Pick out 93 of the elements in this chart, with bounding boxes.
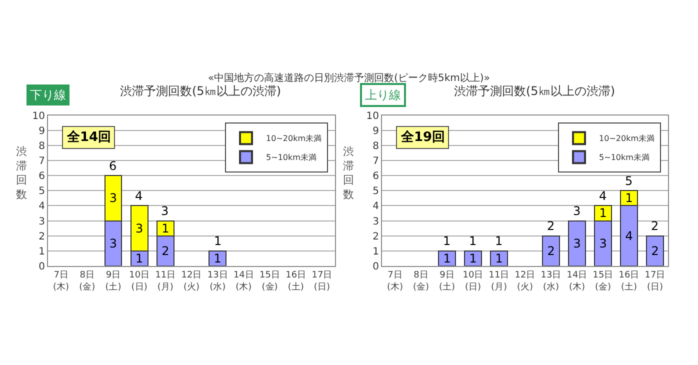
y-tick-label: 3	[38, 216, 45, 228]
y-tick-label: 10	[32, 111, 45, 122]
total-label: 1	[443, 234, 451, 248]
bar	[542, 235, 560, 266]
data-label: 3	[109, 191, 118, 206]
data-label: 3	[136, 221, 144, 236]
x-tick-label: 8日 (金)	[79, 270, 96, 292]
x-tick-label: 16日 (土)	[286, 270, 306, 292]
data-label: 1	[162, 221, 170, 236]
chart-title: 下り線	[30, 88, 66, 102]
bar	[464, 250, 482, 266]
x-tick-label: 12日 (火)	[181, 270, 202, 292]
x-tick-label: 9日 (土)	[105, 270, 122, 292]
y-tick-label: 5	[372, 186, 379, 198]
total-label: 2	[651, 219, 659, 233]
legend-label: 10~20km未満	[599, 134, 655, 144]
y-tick-label: 6	[38, 171, 45, 182]
legend-label: 5~10km未満	[266, 153, 316, 162]
bar	[568, 220, 586, 266]
total-label: 4	[599, 189, 607, 203]
x-tick-label: 10日 (日)	[129, 270, 150, 292]
legend-label: 10~20km未満	[266, 134, 322, 144]
y-tick-label: 8	[372, 141, 379, 152]
y-tick-label: 1	[38, 246, 45, 258]
y-tick-label: 8	[38, 141, 45, 152]
bar	[438, 250, 456, 266]
y-tick-label: 1	[372, 246, 379, 258]
chart-subtitle: 渋滞予測回数(5㎞以上の渋滞)	[454, 84, 615, 98]
data-label: 3	[573, 236, 581, 250]
total-label: 4	[135, 189, 143, 203]
x-tick-label: 15日 (金)	[592, 270, 614, 292]
bar	[490, 250, 508, 266]
y-tick-label: 7	[38, 156, 45, 168]
x-tick-label: 16日 (土)	[618, 270, 640, 292]
x-tick-label: 14日 (木)	[233, 270, 254, 292]
legend-label: 5~10km未満	[599, 153, 650, 162]
annotation: 全19回	[400, 130, 446, 145]
x-tick-label: 10日 (日)	[462, 270, 484, 292]
x-tick-label: 7日 (木)	[53, 270, 70, 292]
y-tick-label: 9	[38, 126, 45, 138]
data-label: 1	[443, 251, 451, 266]
x-tick-label: 15日 (金)	[260, 270, 280, 292]
data-label: 1	[214, 251, 222, 266]
y-tick-label: 2	[372, 231, 379, 242]
bar	[208, 250, 227, 266]
total-label: 1	[495, 234, 503, 248]
x-tick-label: 12日 (火)	[514, 270, 536, 292]
data-label: 1	[136, 251, 144, 266]
x-tick-label: 17日 (日)	[312, 270, 332, 292]
x-tick-label: 13日 (水)	[540, 270, 562, 292]
total-label: 2	[547, 219, 555, 233]
data-label: 1	[599, 206, 607, 220]
y-tick-label: 5	[38, 186, 45, 198]
x-tick-label: 13日 (水)	[207, 270, 228, 292]
x-tick-label: 9日 (土)	[438, 270, 456, 292]
y-tick-label: 3	[372, 216, 379, 228]
y-tick-label: 7	[372, 156, 379, 168]
chart-subtitle: 渋滞予測回数(5㎞以上の渋滞)	[120, 84, 281, 98]
total-label: 1	[214, 234, 222, 248]
y-tick-label: 0	[372, 261, 379, 272]
x-tick-label: 14日 (木)	[566, 270, 588, 292]
data-label: 1	[625, 191, 633, 206]
annotation: 全14回	[66, 130, 112, 145]
y-axis-title: 渋滞回数	[343, 145, 354, 201]
data-label: 1	[469, 251, 477, 266]
total-label: 1	[469, 234, 477, 248]
y-tick-label: 10	[366, 111, 379, 122]
data-label: 2	[547, 244, 555, 258]
data-label: 2	[162, 244, 170, 258]
x-tick-label: 7日 (木)	[386, 270, 404, 292]
total-label: 6	[109, 159, 117, 173]
data-label: 4	[625, 228, 633, 243]
total-label: 5	[625, 174, 633, 188]
y-tick-label: 0	[38, 261, 45, 272]
y-tick-label: 4	[372, 201, 379, 212]
data-label: 3	[599, 236, 607, 250]
text: «中国地方の高速道路の日別渋滞予測回数(ピーク時5km以上)»	[208, 72, 490, 84]
total-label: 3	[161, 204, 169, 218]
data-label: 2	[651, 244, 659, 258]
y-axis-title: 渋滞回数	[16, 145, 27, 201]
x-tick-label: 17日 (日)	[644, 270, 666, 292]
y-tick-label: 9	[372, 126, 379, 138]
bar	[646, 235, 664, 266]
data-label: 1	[495, 251, 503, 266]
y-tick-label: 4	[38, 201, 45, 212]
chart-title: 上り線	[365, 88, 401, 102]
y-tick-label: 6	[372, 171, 379, 182]
y-tick-label: 2	[38, 231, 45, 242]
x-tick-label: 8日 (金)	[412, 270, 430, 292]
x-tick-label: 11日 (月)	[155, 270, 176, 292]
total-label: 3	[573, 204, 581, 218]
data-label: 3	[109, 236, 118, 250]
x-tick-label: 11日 (月)	[488, 270, 510, 292]
